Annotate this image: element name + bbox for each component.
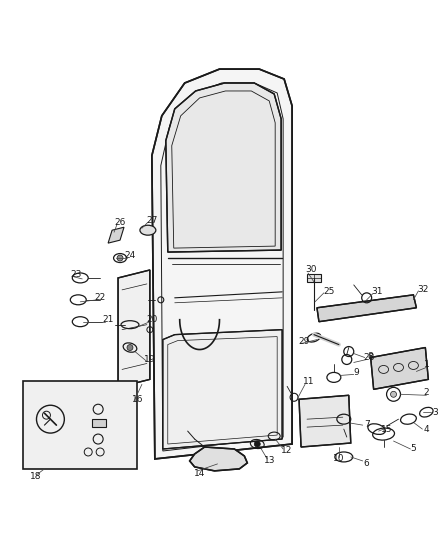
Text: 26: 26: [114, 218, 126, 227]
Text: 20: 20: [146, 315, 158, 324]
Circle shape: [254, 441, 260, 447]
Text: 1: 1: [424, 360, 429, 369]
Text: 6: 6: [364, 459, 370, 469]
Text: 19: 19: [144, 355, 155, 364]
Polygon shape: [299, 395, 351, 447]
Text: 16: 16: [132, 395, 144, 404]
Text: 12: 12: [282, 447, 293, 456]
Text: 24: 24: [124, 251, 136, 260]
Text: 15: 15: [381, 425, 392, 434]
Text: 13: 13: [264, 456, 275, 465]
Text: 25: 25: [323, 287, 335, 296]
Text: 2: 2: [424, 388, 429, 397]
Polygon shape: [190, 447, 247, 471]
Polygon shape: [163, 329, 282, 449]
Polygon shape: [152, 69, 292, 459]
Text: 30: 30: [305, 265, 317, 274]
Text: 7: 7: [364, 419, 370, 429]
Text: 8: 8: [368, 352, 374, 361]
Polygon shape: [118, 270, 150, 387]
Text: 10: 10: [333, 455, 345, 463]
Bar: [23, 382, 137, 469]
Text: 4: 4: [424, 425, 429, 434]
Bar: [307, 274, 321, 282]
Bar: [92, 419, 106, 427]
Circle shape: [127, 344, 133, 351]
Polygon shape: [371, 348, 428, 389]
Text: 5: 5: [410, 445, 416, 454]
Text: 31: 31: [371, 287, 382, 296]
Polygon shape: [317, 295, 417, 322]
Text: 27: 27: [146, 216, 158, 225]
Circle shape: [117, 255, 123, 261]
Text: 3: 3: [432, 408, 438, 417]
Text: 11: 11: [303, 377, 315, 386]
Text: 32: 32: [418, 285, 429, 294]
Polygon shape: [108, 227, 124, 243]
Text: 18: 18: [30, 472, 41, 481]
Text: 29: 29: [298, 337, 310, 346]
Text: 9: 9: [354, 368, 360, 377]
Text: 21: 21: [102, 315, 114, 324]
Text: 22: 22: [95, 293, 106, 302]
Ellipse shape: [140, 225, 156, 235]
Text: 28: 28: [363, 353, 374, 362]
Text: 23: 23: [71, 270, 82, 279]
Circle shape: [391, 391, 396, 397]
Text: 14: 14: [194, 470, 205, 478]
Polygon shape: [166, 83, 281, 252]
